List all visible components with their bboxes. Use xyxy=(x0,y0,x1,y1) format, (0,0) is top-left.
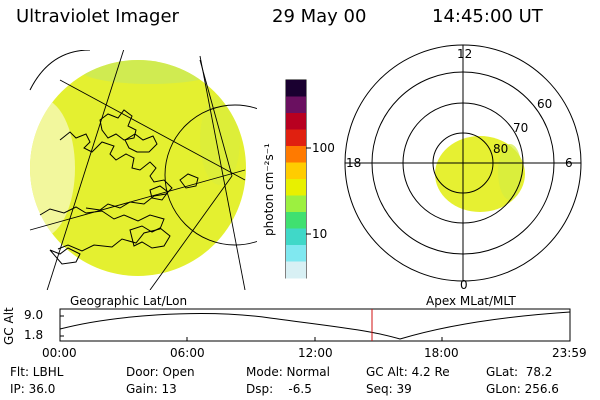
glon-info: GLon: 256.6 xyxy=(486,382,559,396)
colorbar-swatch xyxy=(286,162,306,180)
alt-xtick-0600: 06:00 xyxy=(170,346,205,360)
instrument-title: Ultraviolet Imager xyxy=(16,6,179,27)
colorbar-swatch xyxy=(286,113,306,130)
lat-label-60: 60 xyxy=(537,97,553,111)
colorbar-swatch xyxy=(286,96,306,114)
alt-xtick-1200: 12:00 xyxy=(298,346,333,360)
lat-label-70: 70 xyxy=(513,121,529,135)
colorbar-swatch xyxy=(286,228,306,246)
colorbar-swatch xyxy=(286,245,306,262)
colorbar-swatch xyxy=(286,129,306,147)
colorbar-tick-100: 100 xyxy=(312,141,335,155)
colorbar-unit-label: photon cm⁻²s⁻¹ xyxy=(262,143,276,236)
colorbar xyxy=(285,79,311,279)
colorbar-swatch xyxy=(286,80,306,97)
colorbar-tick-10: 10 xyxy=(312,227,328,241)
alt-ytick-9: 9.0 xyxy=(24,308,44,322)
colorbar-swatch xyxy=(286,146,306,163)
dsp-info: Dsp: -6.5 xyxy=(246,382,312,396)
gain-info: Gain: 13 xyxy=(126,382,177,396)
alt-xtick-0000: 00:00 xyxy=(42,346,77,360)
date-label: 29 May 00 xyxy=(272,6,367,27)
altitude-curve xyxy=(59,311,571,340)
alt-xtick-2359: 23:59 xyxy=(552,346,587,360)
ip-info: IP: 36.0 xyxy=(10,382,56,396)
altitude-plot xyxy=(59,308,571,342)
earth-disk xyxy=(30,60,246,276)
polar-plot xyxy=(344,44,582,282)
door-info: Door: Open xyxy=(126,365,195,379)
colorbar-swatch xyxy=(286,179,306,196)
time-label: 14:45:00 UT xyxy=(432,6,543,27)
mlt-label-0: 0 xyxy=(460,278,468,292)
alt-xtick-1800: 18:00 xyxy=(424,346,459,360)
latlon-grid xyxy=(29,50,257,290)
lat-label-80: 80 xyxy=(493,142,509,156)
colorbar-swatch xyxy=(286,195,306,213)
glat-info: GLat: 78.2 xyxy=(486,365,553,379)
colorbar-swatch xyxy=(286,212,306,229)
mlt-label-18: 18 xyxy=(346,156,362,170)
mlt-label-12: 12 xyxy=(457,47,473,61)
alt-ytick-1-8: 1.8 xyxy=(24,328,44,342)
mlt-label-6: 6 xyxy=(565,156,573,170)
mode-info: Mode: Normal xyxy=(246,365,330,379)
seq-info: Seq: 39 xyxy=(366,382,412,396)
apex-panel-label: Apex MLat/MLT xyxy=(426,294,516,308)
gc-alt-info: GC Alt: 4.2 Re xyxy=(366,365,450,379)
filter-info: Flt: LBHL xyxy=(10,365,64,379)
gc-alt-axis-label: GC Alt xyxy=(2,307,16,345)
colorbar-swatch xyxy=(286,261,306,279)
geographic-image xyxy=(29,50,257,290)
geographic-panel-label: Geographic Lat/Lon xyxy=(70,294,188,308)
